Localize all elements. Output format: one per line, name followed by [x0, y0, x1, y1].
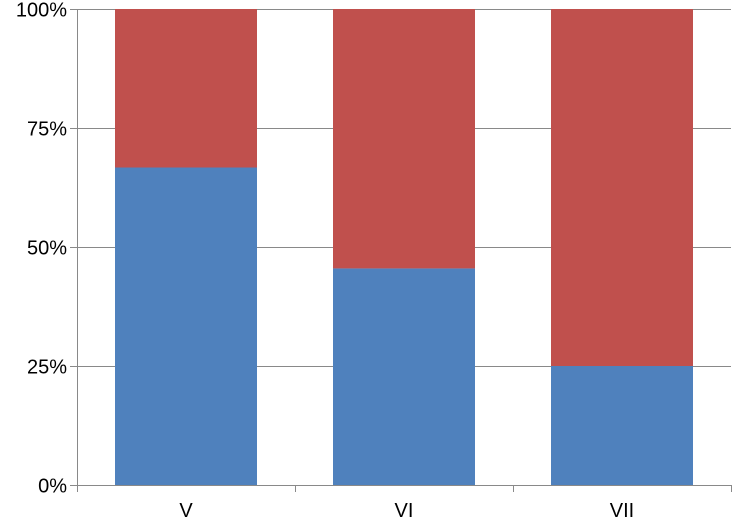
bar-VI-segment-2	[333, 9, 475, 269]
bar-VII-segment-2	[551, 9, 693, 366]
bars	[115, 9, 693, 485]
y-tick-label-50: 50%	[27, 238, 67, 260]
y-tick-label-100: 100%	[16, 0, 67, 22]
bar-V-segment-1	[115, 167, 257, 485]
y-tick-label-75: 75%	[27, 119, 67, 141]
x-tick-label-VII: VII	[610, 500, 634, 522]
x-tick-label-V: V	[179, 500, 193, 522]
x-tick-label-VI: VI	[395, 500, 414, 522]
tick-labels: 0% 25% 50% 75% 100% V VI VII	[16, 0, 634, 522]
bar-V-segment-2	[115, 9, 257, 168]
bar-VII-segment-1	[551, 366, 693, 485]
y-tick-label-0: 0%	[38, 476, 67, 498]
y-tick-label-25: 25%	[27, 357, 67, 379]
bar-VI-segment-1	[333, 268, 475, 485]
axes	[70, 9, 732, 492]
